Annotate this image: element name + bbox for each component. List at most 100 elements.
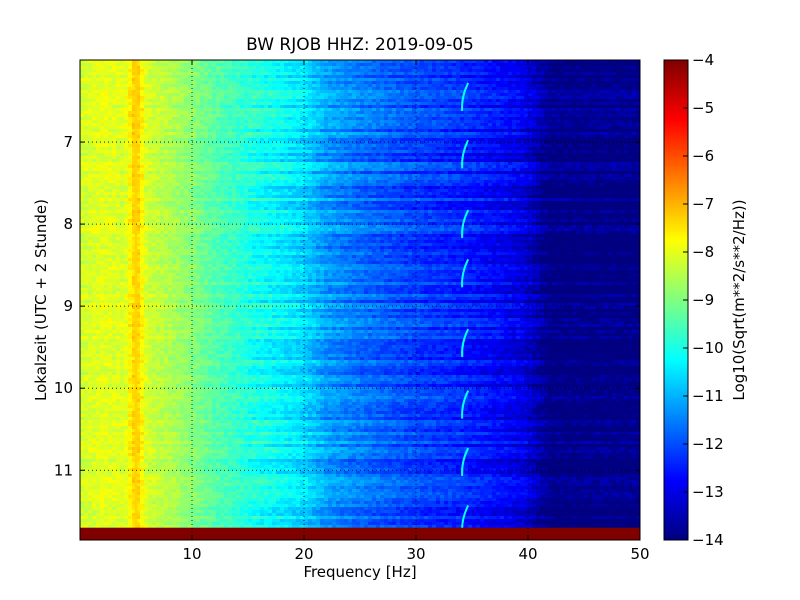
heatmap-cell [504, 78, 509, 82]
heatmap-cell [136, 84, 141, 88]
heatmap-cell [548, 93, 553, 97]
heatmap-cell [500, 120, 505, 124]
heatmap-cell [564, 165, 573, 169]
heatmap-cell [528, 66, 533, 70]
heatmap-cell [356, 126, 361, 130]
heatmap-cell [524, 60, 529, 64]
heatmap-cell [628, 90, 633, 94]
heatmap-cell [500, 78, 505, 82]
heatmap-cell [392, 93, 397, 97]
heatmap-cell [204, 153, 209, 157]
heatmap-cell [608, 69, 613, 73]
heatmap-cell [228, 132, 233, 136]
heatmap-cell [152, 135, 157, 139]
heatmap-cell [588, 168, 593, 172]
heatmap-cell [312, 108, 317, 112]
heatmap-cell [228, 81, 233, 85]
heatmap-cell [300, 162, 305, 166]
heatmap-cell [396, 69, 401, 73]
heatmap-cell [636, 66, 640, 70]
heatmap-cell [592, 135, 597, 139]
heatmap-cell [252, 132, 257, 136]
heatmap-cell [572, 93, 577, 97]
heatmap-cell [200, 102, 205, 106]
heatmap-cell [552, 147, 557, 151]
heatmap-cell [408, 144, 413, 148]
heatmap-cell [124, 126, 129, 130]
heatmap-cell [528, 60, 533, 64]
heatmap-cell [620, 81, 625, 85]
heatmap-cell [256, 129, 261, 133]
heatmap-cell [488, 81, 493, 85]
heatmap-cell [560, 135, 565, 139]
heatmap-cell [352, 60, 357, 64]
heatmap-cell [348, 168, 353, 172]
heatmap-cell [456, 114, 461, 118]
heatmap-cell [156, 84, 161, 88]
heatmap-cell [400, 87, 405, 91]
heatmap-cell [144, 132, 149, 136]
heatmap-cell [168, 111, 173, 115]
heatmap-cell [264, 144, 269, 148]
heatmap-cell [280, 84, 285, 88]
heatmap-cell [636, 81, 640, 85]
heatmap-cell [196, 138, 201, 142]
heatmap-cell [292, 126, 297, 130]
heatmap-cell [264, 63, 269, 67]
heatmap-cell [376, 63, 381, 67]
heatmap-cell [500, 117, 505, 121]
heatmap-cell [272, 69, 277, 73]
heatmap-cell [372, 168, 377, 172]
heatmap-cell [124, 156, 129, 160]
heatmap-cell [296, 159, 301, 163]
heatmap-cell [120, 66, 125, 70]
heatmap-cell [488, 84, 493, 88]
heatmap-cell [632, 165, 637, 169]
heatmap-cell [380, 87, 385, 91]
heatmap-cell [528, 168, 533, 172]
heatmap-cell [428, 102, 433, 106]
heatmap-cell [540, 66, 545, 70]
heatmap-cell [396, 147, 401, 151]
heatmap-cell [364, 156, 369, 160]
heatmap-cell [588, 123, 593, 127]
heatmap-cell [136, 162, 141, 166]
heatmap-cell [516, 123, 521, 127]
heatmap-cell [212, 102, 217, 106]
heatmap-cell [100, 63, 105, 67]
heatmap-cell [340, 84, 345, 88]
heatmap-cell [276, 120, 281, 124]
heatmap-cell [304, 156, 309, 160]
heatmap-cell [548, 63, 553, 67]
heatmap-cell [464, 165, 469, 169]
heatmap-cell [128, 114, 133, 118]
heatmap-cell [492, 165, 497, 169]
heatmap-cell [324, 129, 329, 133]
heatmap-cell [128, 66, 133, 70]
heatmap-cell [372, 123, 377, 127]
heatmap-cell [280, 120, 285, 124]
heatmap-cell [156, 105, 161, 109]
heatmap-cell [404, 99, 409, 103]
heatmap-cell [284, 111, 289, 115]
heatmap-cell [532, 135, 537, 139]
heatmap-cell [368, 123, 373, 127]
heatmap-cell [160, 123, 165, 127]
heatmap-cell [240, 141, 245, 145]
heatmap-cell [316, 66, 321, 70]
heatmap-cell [468, 168, 473, 172]
heatmap-cell [128, 105, 133, 109]
heatmap-cell [184, 141, 189, 145]
heatmap-cell [96, 162, 101, 166]
heatmap-cell [160, 141, 165, 145]
heatmap-cell [300, 105, 305, 109]
heatmap-cell [108, 78, 113, 82]
heatmap-cell [272, 75, 277, 79]
heatmap-cell [480, 93, 485, 97]
heatmap-cell [568, 156, 585, 160]
heatmap-cell [228, 63, 233, 67]
heatmap-cell [84, 72, 89, 76]
heatmap-cell [296, 120, 301, 124]
heatmap-cell [152, 66, 157, 70]
heatmap-cell [540, 162, 545, 166]
